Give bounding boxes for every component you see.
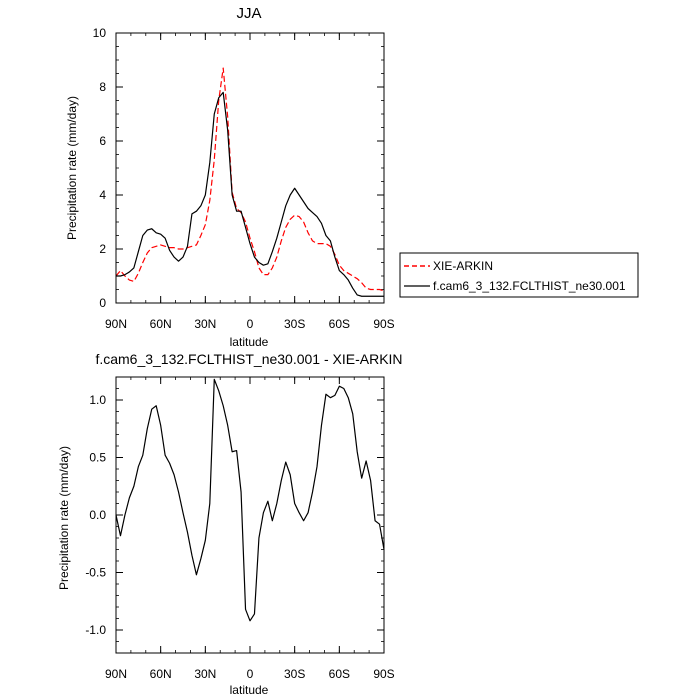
bottom-x-axis-label: latitude — [230, 683, 269, 697]
top-x-tick-label: 0 — [247, 317, 254, 331]
top-y-tick-label: 10 — [93, 26, 107, 40]
top-panel: JJA Precipitation rate (mm/day) latitude… — [65, 5, 639, 349]
bottom-y-tick-label: 0.0 — [89, 508, 106, 522]
top-series-line-0 — [115, 67, 385, 292]
bottom-series — [115, 378, 385, 622]
top-x-tick-label: 30S — [284, 317, 305, 331]
bottom-x-tick-label: 30S — [284, 667, 305, 681]
top-ticks: 90N 60N 30N 0 30S 60S 90S 0 2 4 6 8 10 — [93, 26, 395, 331]
bottom-y-tick-label: -1.0 — [85, 623, 106, 637]
top-y-tick-label: 0 — [99, 296, 106, 310]
top-y-tick-label: 8 — [99, 80, 106, 94]
top-y-tick-label: 4 — [99, 188, 106, 202]
bottom-plot-frame — [115, 376, 385, 654]
top-x-tick-label: 90N — [105, 317, 127, 331]
bottom-chart-title: f.cam6_3_132.FCLTHIST_ne30.001 - XIE-ARK… — [95, 351, 402, 367]
legend-label-cam6: f.cam6_3_132.FCLTHIST_ne30.001 — [433, 279, 626, 293]
bottom-x-tick-label: 60N — [150, 667, 172, 681]
bottom-x-tick-label: 60S — [329, 667, 350, 681]
bottom-x-tick-label: 90S — [373, 667, 394, 681]
bottom-y-tick-label: 1.0 — [89, 393, 106, 407]
top-plot-frame — [115, 32, 385, 304]
top-x-tick-label: 90S — [373, 317, 394, 331]
legend-box — [399, 252, 639, 298]
top-series-line-1 — [116, 91, 384, 297]
bottom-x-tick-label: 90N — [105, 667, 127, 681]
top-y-tick-label: 2 — [99, 242, 106, 256]
bottom-y-axis-label: Precipitation rate (mm/day) — [57, 446, 71, 590]
top-x-tick-label: 60S — [329, 317, 350, 331]
top-x-tick-label: 60N — [150, 317, 172, 331]
top-y-tick-label: 6 — [99, 134, 106, 148]
bottom-x-tick-label: 0 — [247, 667, 254, 681]
bottom-series-line-0 — [115, 378, 385, 622]
legend: XIE-ARKIN f.cam6_3_132.FCLTHIST_ne30.001 — [399, 252, 639, 298]
top-series — [115, 67, 385, 297]
top-chart-title: JJA — [236, 5, 261, 22]
top-x-axis-label: latitude — [230, 335, 269, 349]
top-x-tick-label: 30N — [194, 317, 216, 331]
top-y-axis-label: Precipitation rate (mm/day) — [65, 96, 79, 240]
bottom-y-tick-label: 0.5 — [89, 451, 106, 465]
legend-label-xie-arkin: XIE-ARKIN — [433, 259, 493, 273]
bottom-panel: f.cam6_3_132.FCLTHIST_ne30.001 - XIE-ARK… — [57, 351, 403, 697]
bottom-y-tick-label: -0.5 — [85, 566, 106, 580]
bottom-ticks: 90N 60N 30N 0 30S 60S 90S -1.0 -0.5 0.0 0.5 1.0 — [85, 376, 395, 681]
bottom-x-tick-label: 30N — [194, 667, 216, 681]
